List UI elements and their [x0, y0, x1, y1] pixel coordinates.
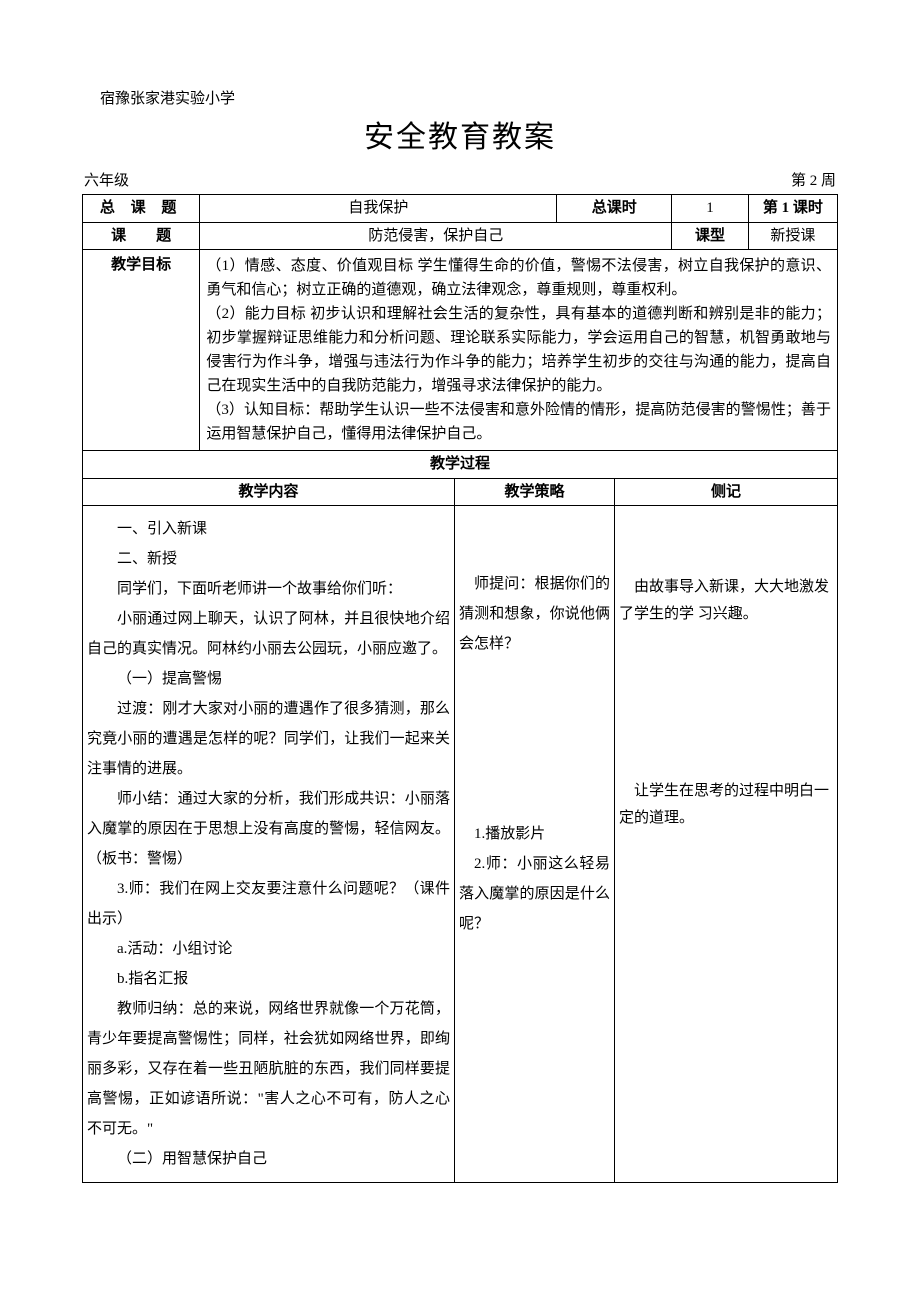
- note-b2: 让学生在思考的过程中明白一定的道理。: [619, 778, 833, 832]
- content-p9: a.活动：小组讨论: [87, 934, 450, 964]
- period-label: 第 1 课时: [748, 195, 837, 223]
- total-topic-label: 总 课 题: [83, 195, 200, 223]
- content-p2: 二、新授: [87, 544, 450, 574]
- note-b1: 由故事导入新课，大大地激发了学生的学 习兴趣。: [619, 574, 833, 628]
- process-table: 教学内容 教学策略 侧记 一、引入新课 二、新授 同学们，下面听老师讲一个故事给…: [82, 479, 838, 1184]
- strategy-b2p2: 2.师：小丽这么轻易落入魔掌的原因是什么呢？: [459, 849, 610, 939]
- content-p11: 教师归纳：总的来说，网络世界就像一个万花筒，青少年要提高警惕性；同样，社会犹如网…: [87, 994, 450, 1144]
- class-type-label: 课型: [672, 222, 749, 250]
- strategy-block-1: 师提问：根据你们的猜测和想象，你说他俩会怎样？: [459, 569, 610, 659]
- school-name: 宿豫张家港实验小学: [82, 88, 838, 111]
- strategy-b1p1: 师提问：根据你们的猜测和想象，你说他俩会怎样？: [459, 569, 610, 659]
- content-p1: 一、引入新课: [87, 514, 450, 544]
- note-col-header: 侧记: [615, 479, 838, 506]
- topic-value: 防范侵害，保护自己: [200, 222, 672, 250]
- total-periods-value: 1: [672, 195, 749, 223]
- goals-label: 教学目标: [83, 250, 200, 451]
- process-body-row: 一、引入新课 二、新授 同学们，下面听老师讲一个故事给你们听： 小丽通过网上聊天…: [83, 506, 838, 1183]
- content-p6: 过渡：刚才大家对小丽的遭遇作了很多猜测，那么究竟小丽的遭遇是怎样的呢？同学们，让…: [87, 694, 450, 784]
- teaching-content: 一、引入新课 二、新授 同学们，下面听老师讲一个故事给你们听： 小丽通过网上聊天…: [83, 506, 455, 1183]
- topic-label: 课 题: [83, 222, 200, 250]
- process-label: 教学过程: [83, 451, 838, 479]
- content-p4: 小丽通过网上聊天，认识了阿林，并且很快地介绍自己的真实情况。阿林约小丽去公园玩，…: [87, 604, 450, 664]
- header-row-2: 课 题 防范侵害，保护自己 课型 新授课: [83, 222, 838, 250]
- content-p12: （二）用智慧保护自己: [87, 1144, 450, 1174]
- goals-row: 教学目标 （1）情感、态度、价值观目标 学生懂得生命的价值，警惕不法侵害，树立自…: [83, 250, 838, 451]
- content-p5: （一）提高警惕: [87, 664, 450, 694]
- grade-label: 六年级: [84, 170, 129, 193]
- total-periods-label: 总课时: [557, 195, 672, 223]
- content-col-header: 教学内容: [83, 479, 455, 506]
- header-row-1: 总 课 题 自我保护 总课时 1 第 1 课时: [83, 195, 838, 223]
- lesson-plan-table: 总 课 题 自我保护 总课时 1 第 1 课时 课 题 防范侵害，保护自己 课型…: [82, 194, 838, 479]
- class-type-value: 新授课: [748, 222, 837, 250]
- process-row: 教学过程: [83, 451, 838, 479]
- content-p3: 同学们，下面听老师讲一个故事给你们听：: [87, 574, 450, 604]
- total-topic-value: 自我保护: [200, 195, 557, 223]
- strategy-b2p1: 1.播放影片: [459, 819, 610, 849]
- side-notes: 由故事导入新课，大大地激发了学生的学 习兴趣。 让学生在思考的过程中明白一定的道…: [615, 506, 838, 1183]
- strategy-block-2: 1.播放影片 2.师：小丽这么轻易落入魔掌的原因是什么呢？: [459, 819, 610, 939]
- doc-title: 安全教育教案: [82, 115, 838, 160]
- content-p8: 3.师：我们在网上交友要注意什么问题呢？（课件出示）: [87, 874, 450, 934]
- meta-row: 六年级 第 2 周: [82, 170, 838, 195]
- process-header-row: 教学内容 教学策略 侧记: [83, 479, 838, 506]
- goals-text: （1）情感、态度、价值观目标 学生懂得生命的价值，警惕不法侵害，树立自我保护的意…: [200, 250, 838, 451]
- content-p7: 师小结：通过大家的分析，我们形成共识：小丽落入魔掌的原因在于思想上没有高度的警惕…: [87, 784, 450, 874]
- note-block-2: 让学生在思考的过程中明白一定的道理。: [619, 778, 833, 832]
- teaching-strategy: 师提问：根据你们的猜测和想象，你说他俩会怎样？ 1.播放影片 2.师：小丽这么轻…: [455, 506, 615, 1183]
- strategy-col-header: 教学策略: [455, 479, 615, 506]
- week-label: 第 2 周: [791, 170, 836, 193]
- note-block-1: 由故事导入新课，大大地激发了学生的学 习兴趣。: [619, 574, 833, 628]
- content-p10: b.指名汇报: [87, 964, 450, 994]
